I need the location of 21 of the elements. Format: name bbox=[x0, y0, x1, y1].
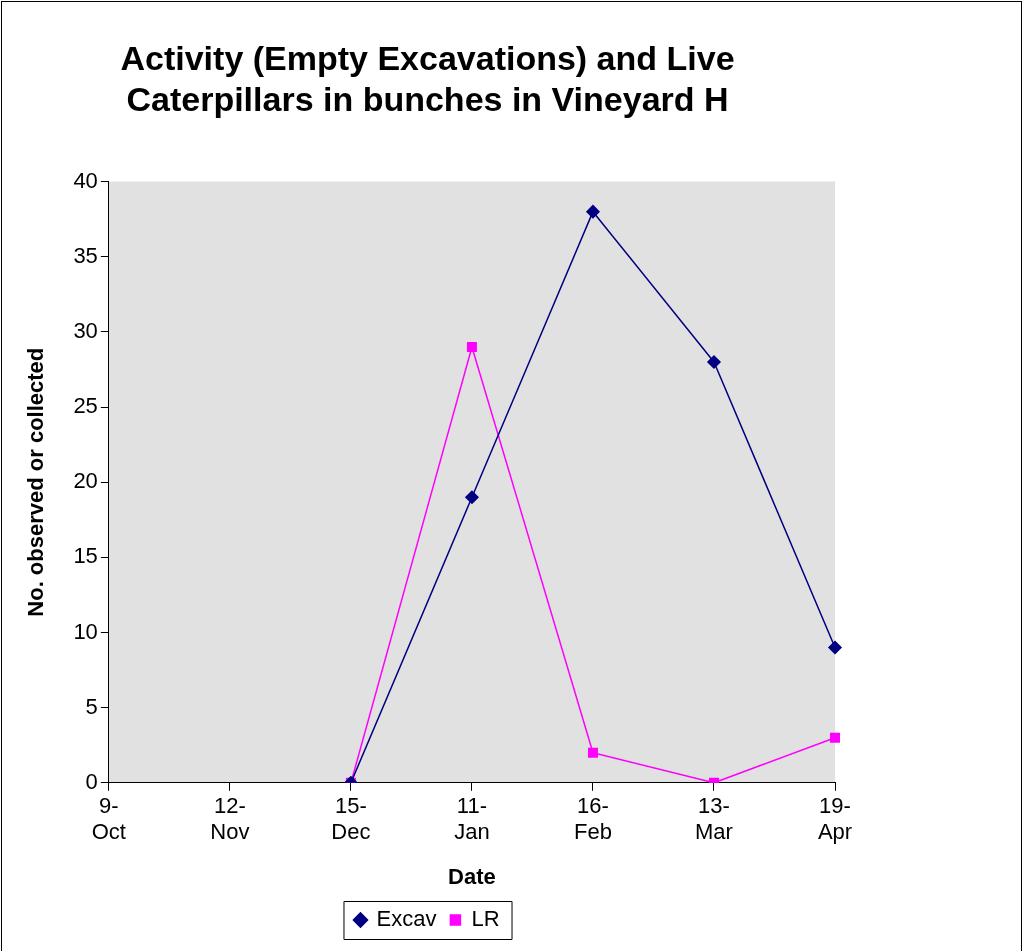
y-tick-label: 5 bbox=[85, 693, 98, 719]
y-tick-label: 10 bbox=[73, 618, 98, 644]
y-tick-label: 30 bbox=[73, 317, 98, 343]
x-tick-label: 11-Jan bbox=[454, 793, 490, 845]
y-tick-label: 35 bbox=[73, 242, 98, 268]
x-tick-label: 15-Dec bbox=[331, 793, 371, 845]
x-tick-label: 13-Mar bbox=[695, 793, 733, 845]
y-tick-label: 40 bbox=[73, 167, 98, 193]
x-tick-label: 19-Apr bbox=[817, 793, 853, 845]
y-tick-label: 25 bbox=[73, 393, 98, 419]
x-tick-label: 16-Feb bbox=[574, 793, 612, 845]
x-tick-label: 12-Nov bbox=[210, 793, 250, 845]
x-axis-title: Date bbox=[448, 863, 496, 889]
y-tick-label: 0 bbox=[85, 768, 98, 794]
y-tick-label: 15 bbox=[73, 543, 98, 569]
legend-label: LR bbox=[471, 906, 500, 932]
y-tick-label: 20 bbox=[73, 468, 98, 494]
chart-title: Activity (Empty Excavations) and Live Caterpillars in bunches in Vineyard H bbox=[120, 38, 735, 118]
y-axis-title: No. observed or collected bbox=[23, 347, 49, 617]
x-tick-label: 9-Oct bbox=[91, 793, 126, 845]
legend-label: Excav bbox=[376, 906, 437, 932]
